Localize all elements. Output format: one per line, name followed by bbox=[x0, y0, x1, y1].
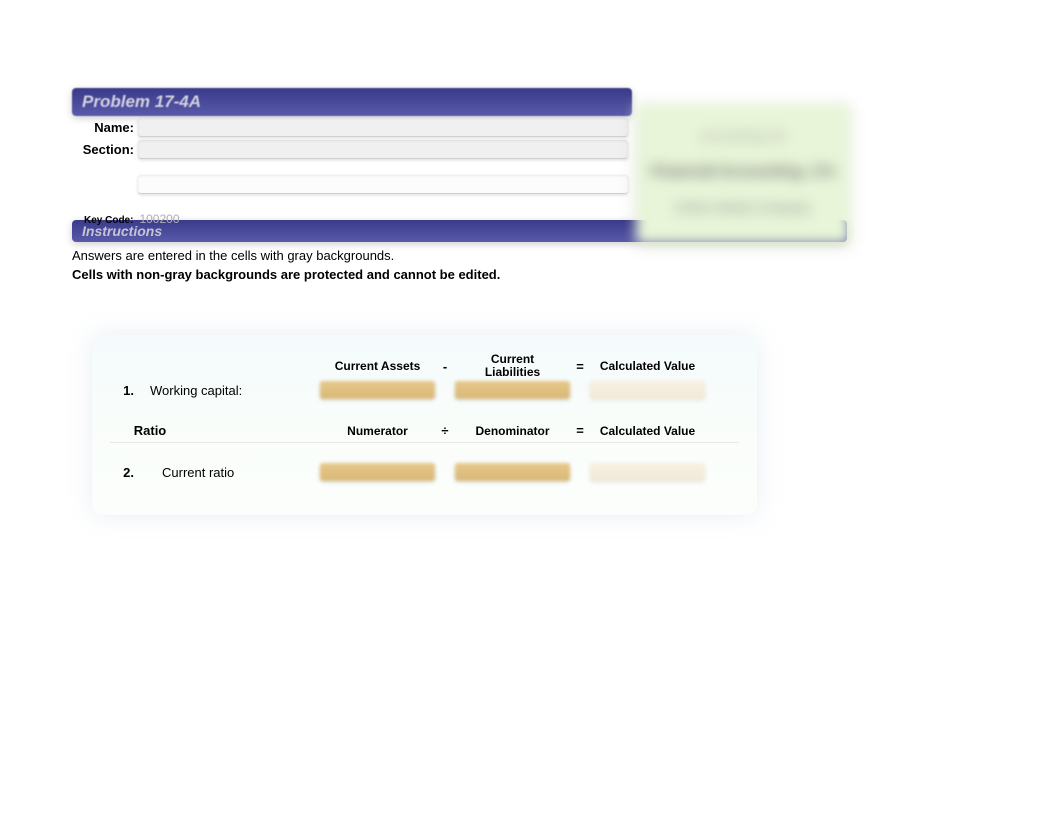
section-label: Section: bbox=[72, 142, 136, 157]
name-input[interactable] bbox=[138, 118, 628, 137]
badge-line3: Online Media Company bbox=[648, 200, 838, 215]
blank-input[interactable] bbox=[138, 175, 628, 194]
keycode-label: Key Code: bbox=[84, 215, 133, 226]
name-label: Name: bbox=[72, 120, 136, 135]
current-assets-input[interactable] bbox=[320, 381, 435, 399]
section1-header: Current Assets - Current Liabilities = C… bbox=[110, 353, 739, 379]
problem-title: Problem 17-4A bbox=[82, 92, 622, 112]
col-numerator: Numerator bbox=[320, 424, 435, 438]
problem-header-bar: Problem 17-4A bbox=[72, 88, 632, 116]
section2-header: Ratio Numerator ÷ Denominator = Calculat… bbox=[110, 423, 739, 443]
current-liabilities-input[interactable] bbox=[455, 381, 570, 399]
row2-label: Current ratio bbox=[138, 465, 320, 480]
working-capital-result bbox=[590, 381, 705, 399]
col-calc-value-1: Calculated Value bbox=[590, 359, 705, 373]
badge-line1: accounting.net bbox=[648, 128, 838, 143]
col-ratio: Ratio bbox=[104, 423, 196, 438]
op-minus: - bbox=[435, 359, 455, 374]
calculation-table: Current Assets - Current Liabilities = C… bbox=[92, 335, 757, 515]
col-denominator: Denominator bbox=[455, 424, 570, 438]
row1-number: 1. bbox=[110, 383, 138, 398]
instructions-line2: Cells with non-gray backgrounds are prot… bbox=[72, 267, 852, 282]
section-input[interactable] bbox=[138, 140, 628, 159]
col-calc-value-2: Calculated Value bbox=[590, 424, 705, 438]
current-ratio-result bbox=[590, 463, 705, 481]
info-section: accounting.net Financial Accounting, 17e… bbox=[72, 118, 852, 226]
working-capital-row: 1. Working capital: bbox=[110, 381, 739, 399]
current-ratio-row: 2. Current ratio bbox=[110, 463, 739, 481]
op-equals-1: = bbox=[570, 359, 590, 374]
row1-label: Working capital: bbox=[138, 383, 320, 398]
keycode-value: 100200 bbox=[139, 212, 179, 226]
denominator-input[interactable] bbox=[455, 463, 570, 481]
badge-line2: Financial Accounting, 17e bbox=[648, 163, 838, 180]
publisher-badge: accounting.net Financial Accounting, 17e… bbox=[636, 104, 850, 244]
instructions-text: Answers are entered in the cells with gr… bbox=[72, 248, 852, 282]
worksheet-container: Problem 17-4A accounting.net Financial A… bbox=[72, 88, 852, 282]
col-current-liabilities: Current Liabilities bbox=[455, 353, 570, 379]
instructions-line1: Answers are entered in the cells with gr… bbox=[72, 248, 852, 263]
numerator-input[interactable] bbox=[320, 463, 435, 481]
col-current-assets: Current Assets bbox=[320, 359, 435, 373]
row2-number: 2. bbox=[110, 465, 138, 480]
op-equals-2: = bbox=[570, 423, 590, 438]
op-divide: ÷ bbox=[435, 423, 455, 438]
